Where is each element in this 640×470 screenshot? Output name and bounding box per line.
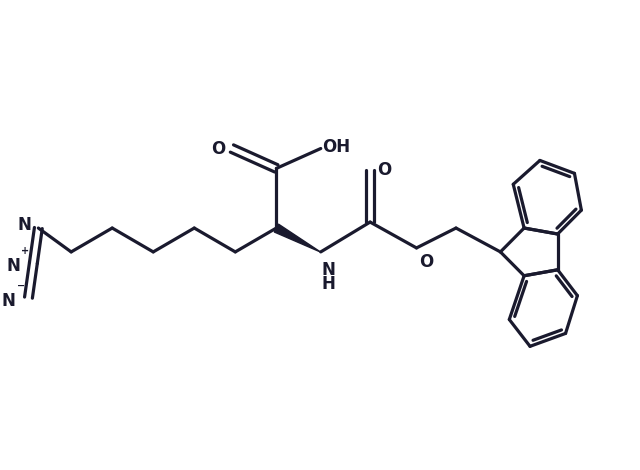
Text: OH: OH xyxy=(323,138,351,156)
Text: N: N xyxy=(2,291,15,310)
Text: +: + xyxy=(22,246,29,256)
Text: O: O xyxy=(377,161,391,180)
Text: N: N xyxy=(7,257,20,275)
Text: H: H xyxy=(322,274,335,293)
Polygon shape xyxy=(275,224,321,252)
Text: O: O xyxy=(419,253,433,271)
Text: N: N xyxy=(322,261,335,279)
Text: −: − xyxy=(17,281,24,291)
Text: N: N xyxy=(17,216,31,234)
Text: O: O xyxy=(211,140,225,157)
